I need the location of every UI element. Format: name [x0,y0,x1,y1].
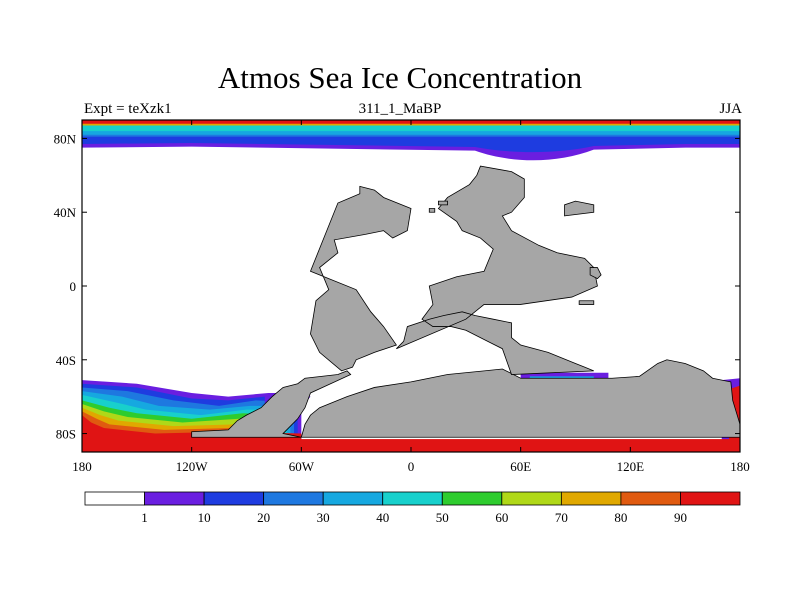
antarctic-coastal-ice [82,439,740,452]
x-tick-label-5: 120E [617,459,645,474]
colorbar-label-9: 90 [674,510,687,525]
land-small-island-1 [438,200,448,206]
land-asia-island-1 [564,200,595,217]
experiment-label: Expt = teXzk1 [84,101,172,117]
x-tick-label-2: 60W [289,459,315,474]
map-layers [82,120,740,452]
y-tick-label-4: 80S [56,427,76,442]
land-antarctica-west [191,370,352,438]
colorbar-label-7: 70 [555,510,568,525]
colorbar-label-4: 40 [376,510,389,525]
x-tick-label-1: 120W [176,459,209,474]
colorbar-swatch-7 [501,491,562,506]
colorbar-swatch-1 [144,491,205,506]
land-antarctica-east [300,359,740,438]
colorbar-label-8: 80 [614,510,627,525]
colorbar-label-1: 10 [198,510,211,525]
y-tick-label-3: 40S [56,353,76,368]
colorbar-swatch-6 [441,491,503,506]
land-americas [309,185,412,372]
x-tick-label-6: 180 [730,459,750,474]
chart-title: Atmos Sea Ice Concentration [217,60,583,95]
y-tick-label-1: 40N [54,205,77,220]
colorbar-label-2: 20 [257,510,270,525]
map-axes: 180 120W 60W 0 60E 120E 180 80N 40N 0 40S 80S [54,119,750,474]
colorbar-swatch-0 [84,491,145,506]
x-tick-label-0: 180 [72,459,92,474]
colorbar-swatch-2 [203,491,265,506]
land-asia-island-2 [589,267,602,280]
map-plot-area [82,120,740,452]
colorbar: 1 10 20 30 40 50 60 70 80 90 [84,491,741,525]
colorbar-label-3: 30 [317,510,330,525]
y-tick-label-2: 0 [70,279,77,294]
period-label: 311_1_MaBP [358,101,442,117]
colorbar-swatch-3 [263,491,324,506]
x-tick-label-4: 60E [510,459,531,474]
colorbar-label-0: 1 [141,510,148,525]
y-tick-label-0: 80N [54,131,77,146]
season-label: JJA [719,101,742,117]
colorbar-swatch-10 [680,491,741,506]
land-asia-island-3 [578,300,595,305]
colorbar-label-5: 50 [436,510,449,525]
colorbar-swatch-4 [322,491,384,506]
land-africa-eurasia [396,165,598,375]
x-tick-label-3: 0 [408,459,415,474]
colorbar-swatch-8 [560,491,622,506]
land-small-island-2 [428,208,436,213]
colorbar-label-6: 60 [495,510,508,525]
colorbar-swatch-5 [382,491,443,506]
colorbar-swatch-9 [620,491,681,506]
